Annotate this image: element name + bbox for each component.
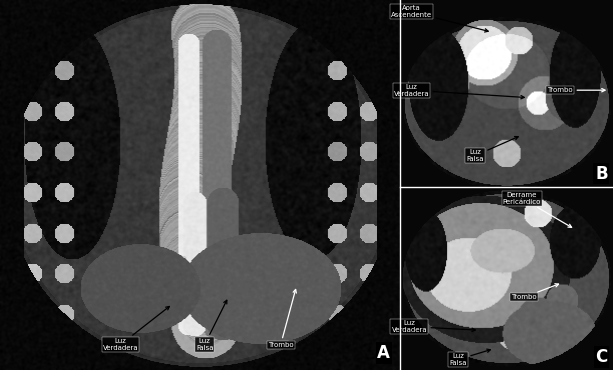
Text: Derrame
Pericárdico: Derrame Pericárdico xyxy=(503,192,571,228)
Text: Luz
Verdadera: Luz Verdadera xyxy=(394,84,524,99)
Text: Trombo: Trombo xyxy=(268,289,296,347)
Text: Trombo: Trombo xyxy=(511,284,558,300)
Text: Luz
Falsa: Luz Falsa xyxy=(466,137,518,162)
Text: Trombo: Trombo xyxy=(547,87,605,93)
Text: Luz
Falsa: Luz Falsa xyxy=(449,349,490,366)
Text: Luz
Verdadera: Luz Verdadera xyxy=(103,306,169,351)
Text: Luz
Verdadera: Luz Verdadera xyxy=(392,320,475,333)
Text: Luz
Falsa: Luz Falsa xyxy=(196,300,227,351)
Text: A: A xyxy=(378,344,390,362)
Text: C: C xyxy=(595,348,607,366)
Text: B: B xyxy=(595,165,607,183)
Text: Aorta
Ascendente: Aorta Ascendente xyxy=(391,5,488,32)
